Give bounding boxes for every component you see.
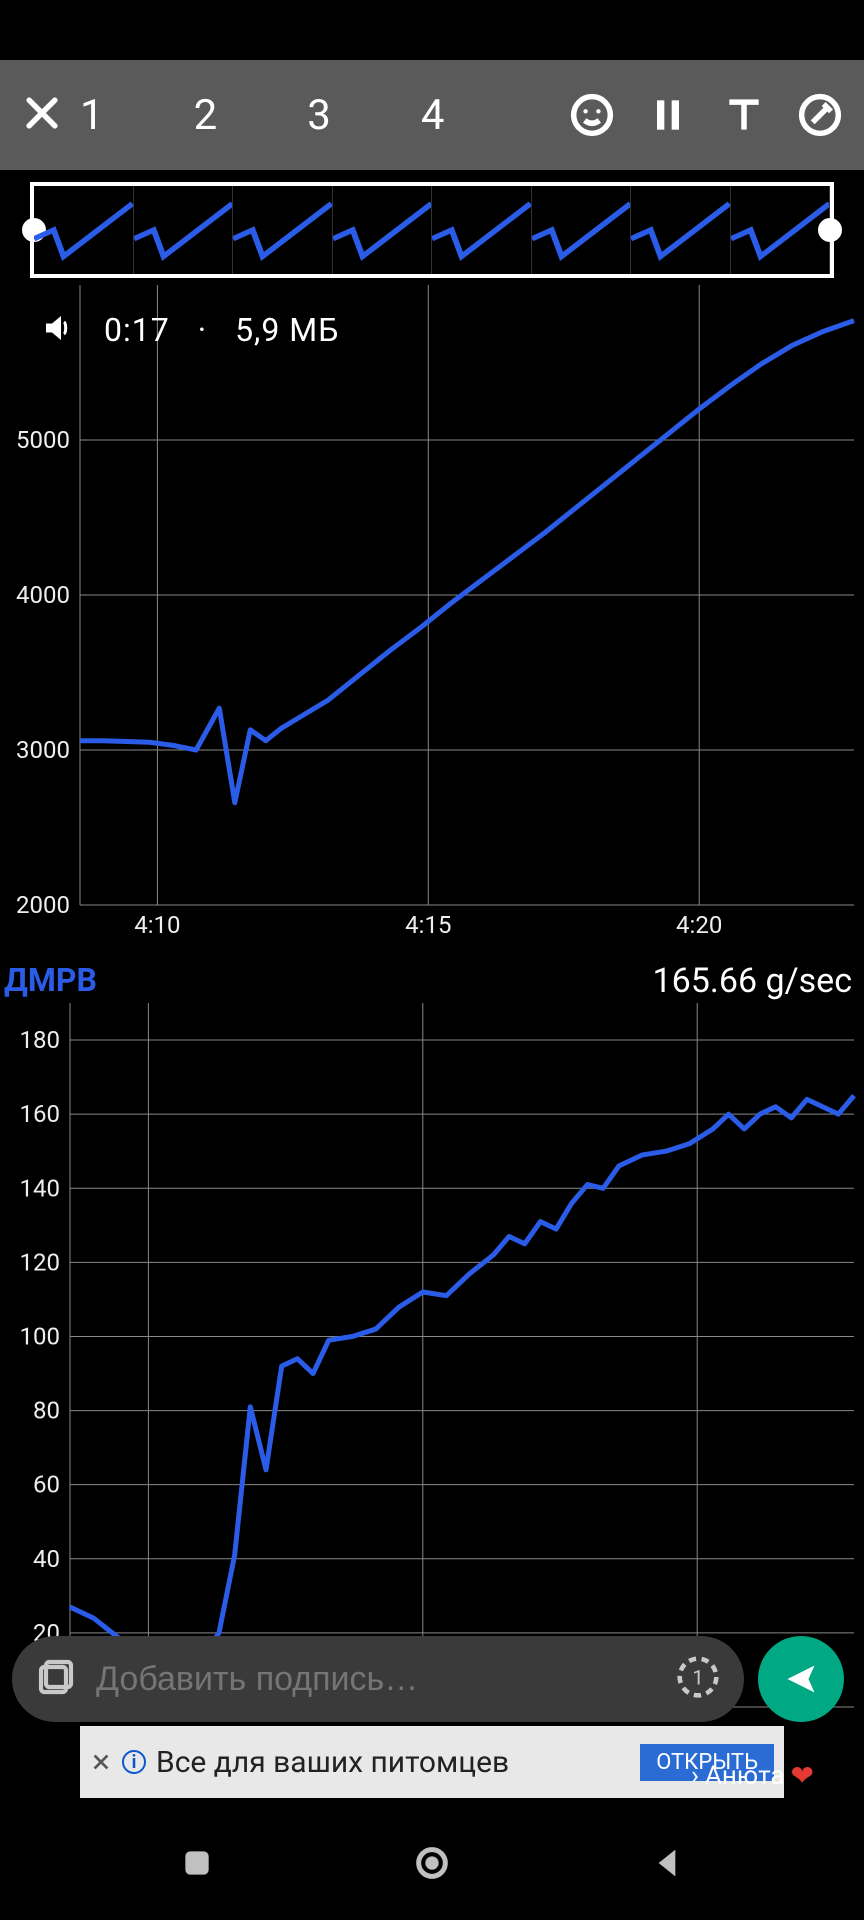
svg-text:4:20: 4:20 (676, 911, 722, 939)
filesize-label: 5,9 МБ (235, 311, 339, 349)
svg-text:4000: 4000 (16, 581, 70, 609)
heart-icon: ❤ (791, 1759, 814, 1792)
meta-separator: · (198, 311, 207, 349)
speaker-icon[interactable] (40, 310, 76, 350)
svg-text:120: 120 (20, 1248, 60, 1276)
status-bar (0, 0, 864, 60)
rpm-chart: 2000 3000 4000 5000 4:10 4:15 4:20 (0, 275, 864, 955)
caption-bar: 1 (12, 1636, 744, 1722)
ad-info-icon[interactable]: i (122, 1750, 146, 1774)
svg-text:1: 1 (692, 1665, 703, 1689)
timeline-thumb (731, 186, 831, 274)
timeline-thumb (432, 186, 532, 274)
smile-icon[interactable] (568, 91, 616, 139)
timeline-thumb (631, 186, 731, 274)
timeline-thumb (532, 186, 632, 274)
charts-area: 20003000400050004:104:154:20 ДМРВ 165.66… (0, 275, 864, 1690)
draw-icon[interactable] (796, 91, 844, 139)
nav-back-icon[interactable] (647, 1843, 687, 1887)
tab-4[interactable]: 4 (421, 91, 445, 140)
nav-home-icon[interactable] (412, 1843, 452, 1887)
video-trim-timeline[interactable] (30, 182, 834, 278)
svg-text:140: 140 (20, 1174, 60, 1202)
svg-text:3000: 3000 (16, 736, 70, 764)
svg-text:100: 100 (20, 1322, 60, 1350)
caption-input[interactable] (96, 1660, 656, 1699)
svg-text:4:10: 4:10 (134, 911, 180, 939)
chevron-right-icon: › (691, 1761, 699, 1791)
android-navbar (0, 1810, 864, 1920)
text-icon[interactable] (720, 91, 768, 139)
svg-text:4:15: 4:15 (405, 911, 451, 939)
svg-text:60: 60 (33, 1471, 60, 1499)
view-once-icon[interactable]: 1 (676, 1655, 720, 1703)
ad-close-icon[interactable] (90, 1751, 112, 1773)
svg-text:180: 180 (20, 1026, 60, 1054)
trim-handle-right[interactable] (818, 218, 842, 242)
tab-2[interactable]: 2 (194, 91, 218, 140)
tab-1[interactable]: 1 (80, 91, 104, 140)
svg-text:160: 160 (20, 1100, 60, 1128)
recipient-name: Анюта (705, 1761, 785, 1791)
svg-text:80: 80 (33, 1397, 60, 1425)
duration-label: 0:17 (104, 311, 170, 349)
dmrv-chart: ДМРВ 165.66 g/sec 0204060801001201401601… (0, 967, 864, 1717)
svg-text:2000: 2000 (16, 891, 70, 919)
svg-text:5000: 5000 (16, 426, 70, 454)
page-tabs: 1 2 3 4 (80, 91, 444, 140)
media-meta: 0:17 · 5,9 МБ (40, 310, 339, 350)
ad-text: Все для ваших питомцев (156, 1745, 630, 1780)
timeline-thumb (233, 186, 333, 274)
send-button[interactable] (758, 1636, 844, 1722)
ad-banner[interactable]: i Все для ваших питомцев ОТКРЫТЬ (80, 1726, 784, 1798)
gallery-icon[interactable] (36, 1657, 76, 1701)
timeline-thumb (134, 186, 234, 274)
timeline-thumb (333, 186, 433, 274)
pause-icon[interactable] (644, 91, 692, 139)
tab-3[interactable]: 3 (307, 91, 331, 140)
recipient-chip[interactable]: › Анюта ❤ (691, 1759, 814, 1792)
close-icon[interactable] (20, 91, 64, 139)
editor-toolbar: 1 2 3 4 (0, 60, 864, 170)
nav-recent-icon[interactable] (177, 1843, 217, 1887)
timeline-thumb (34, 186, 134, 274)
svg-text:40: 40 (33, 1545, 60, 1573)
